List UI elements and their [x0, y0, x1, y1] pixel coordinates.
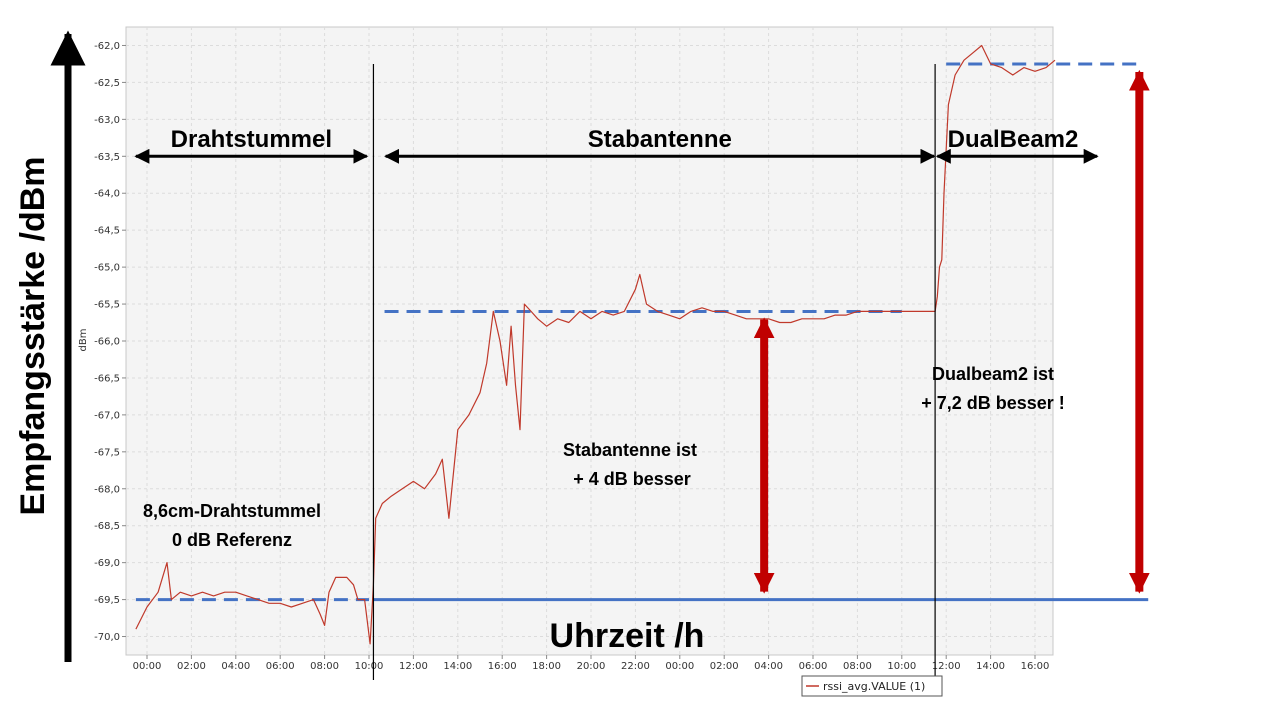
y-tick-label: -65,0 — [94, 263, 120, 274]
y-tick-label: -68,0 — [94, 484, 120, 495]
x-tick-label: 18:00 — [532, 661, 561, 672]
legend: rssi_avg.VALUE (1) — [801, 675, 943, 697]
y-axis-title: Empfangsstärke /dBm — [14, 157, 52, 516]
x-tick-label: 08:00 — [310, 661, 339, 672]
y-tick-label: -68,5 — [94, 521, 120, 532]
x-tick-label: 00:00 — [665, 661, 694, 672]
legend-label: rssi_avg.VALUE (1) — [823, 680, 925, 693]
annotation-drahtstummel-line1: 8,6cm-Drahtstummel — [143, 501, 321, 521]
reference-lines — [135, 62, 1149, 602]
region-markers: Drahtstummel Stabantenne DualBeam2 — [134, 126, 1099, 164]
x-tick-label: 16:00 — [1021, 661, 1050, 672]
region-label-drahtstummel: Drahtstummel — [171, 126, 332, 153]
x-tick-label: 00:00 — [133, 661, 162, 672]
y-tick-label: -70,0 — [94, 632, 120, 643]
y-tick-label: -67,5 — [94, 447, 120, 458]
region-label-stabantenne: Stabantenne — [588, 126, 732, 153]
annotation-dualbeam2-line1: Dualbeam2 ist — [932, 364, 1054, 384]
x-tick-label: 04:00 — [754, 661, 783, 672]
x-tick-label: 12:00 — [399, 661, 428, 672]
annotation-dualbeam2-line2: + 7,2 dB besser ! — [921, 393, 1065, 413]
x-tick-label: 14:00 — [443, 661, 472, 672]
x-tick-label: 12:00 — [932, 661, 961, 672]
annotation-drahtstummel-line2: 0 dB Referenz — [172, 530, 292, 550]
unit-label: dBm — [78, 329, 89, 352]
y-axis-ticks: -62,0 -62,5 -63,0 -63,5 -64,0 -64,5 -65,0 -65,5… — [94, 41, 126, 643]
y-tick-label: -67,0 — [94, 410, 120, 421]
gain-arrows — [753, 69, 1150, 594]
x-tick-label: 20:00 — [577, 661, 606, 672]
region-label-dualbeam2: DualBeam2 — [948, 126, 1079, 153]
x-tick-label: 02:00 — [177, 661, 206, 672]
x-tick-label: 04:00 — [221, 661, 250, 672]
x-tick-label: 22:00 — [621, 661, 650, 672]
y-tick-label: -69,5 — [94, 595, 120, 606]
y-tick-label: -69,0 — [94, 558, 120, 569]
x-tick-label: 10:00 — [887, 661, 916, 672]
y-tick-label: -65,5 — [94, 300, 120, 311]
x-tick-label: 14:00 — [976, 661, 1005, 672]
x-tick-label: 10:00 — [355, 661, 384, 672]
x-tick-label: 08:00 — [843, 661, 872, 672]
x-tick-label: 16:00 — [488, 661, 517, 672]
y-tick-label: -66,0 — [94, 337, 120, 348]
legend-box — [801, 675, 943, 697]
annotation-stabantenne-line2: + 4 dB besser — [573, 469, 691, 489]
y-tick-label: -62,5 — [94, 78, 120, 89]
x-axis-title: Uhrzeit /h — [550, 617, 705, 655]
y-tick-label: -63,0 — [94, 115, 120, 126]
y-tick-label: -63,5 — [94, 152, 120, 163]
series-line — [135, 44, 1056, 645]
y-tick-label: -64,0 — [94, 189, 120, 200]
x-tick-label: 06:00 — [799, 661, 828, 672]
y-tick-label: -66,5 — [94, 373, 120, 384]
y-tick-label: -64,5 — [94, 226, 120, 237]
x-tick-label: 06:00 — [266, 661, 295, 672]
x-axis-ticks: 00:00 02:00 04:00 06:00 08:00 10:00 12:00 14:00… — [133, 655, 1050, 672]
region-separators — [372, 64, 936, 680]
y-tick-label: -62,0 — [94, 41, 120, 52]
x-tick-label: 02:00 — [710, 661, 739, 672]
annotation-stabantenne-line1: Stabantenne ist — [563, 440, 697, 460]
